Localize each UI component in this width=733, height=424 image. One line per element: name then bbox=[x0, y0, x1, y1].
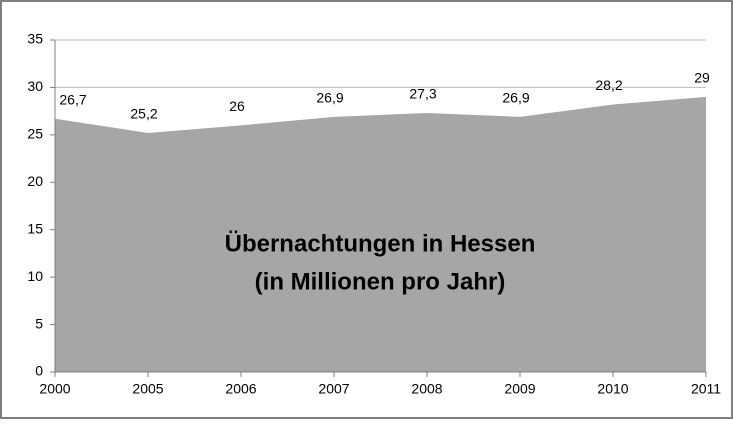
chart-title: Übernachtungen in Hessen bbox=[225, 230, 536, 257]
x-tick-label: 2000 bbox=[39, 381, 70, 397]
data-label: 26,9 bbox=[316, 90, 343, 106]
data-label: 26,7 bbox=[59, 91, 86, 107]
data-label: 29 bbox=[694, 70, 710, 86]
y-tick-label: 25 bbox=[27, 126, 43, 142]
data-label: 27,3 bbox=[409, 86, 436, 102]
y-tick-label: 15 bbox=[27, 220, 43, 236]
y-tick-label: 35 bbox=[27, 31, 43, 47]
y-tick-label: 5 bbox=[35, 315, 43, 331]
y-tick-label: 0 bbox=[35, 363, 43, 379]
area bbox=[55, 96, 706, 373]
area-layer bbox=[54, 40, 706, 373]
x-tick-label: 2006 bbox=[225, 381, 256, 397]
y-tick-label: 30 bbox=[27, 78, 43, 94]
x-tick-label: 2010 bbox=[597, 381, 628, 397]
data-label: 26,9 bbox=[502, 90, 529, 106]
x-tick-label: 2007 bbox=[318, 381, 349, 397]
x-tick-label: 2011 bbox=[691, 381, 721, 397]
x-tick-label: 2008 bbox=[411, 381, 442, 397]
x-tick-label: 2005 bbox=[132, 381, 163, 397]
x-tick-label: 2009 bbox=[504, 381, 535, 397]
data-label: 28,2 bbox=[595, 77, 622, 93]
data-label: 26 bbox=[229, 98, 245, 114]
data-label: 25,2 bbox=[130, 106, 157, 122]
y-tick-label: 20 bbox=[27, 173, 43, 189]
chart-subtitle: (in Millionen pro Jahr) bbox=[255, 268, 506, 295]
y-tick-label: 10 bbox=[27, 268, 43, 284]
labels: 0 5 10 15 20 25 30 35 2000 26,7 2005 25,2 2006 26 2007… bbox=[27, 31, 721, 397]
